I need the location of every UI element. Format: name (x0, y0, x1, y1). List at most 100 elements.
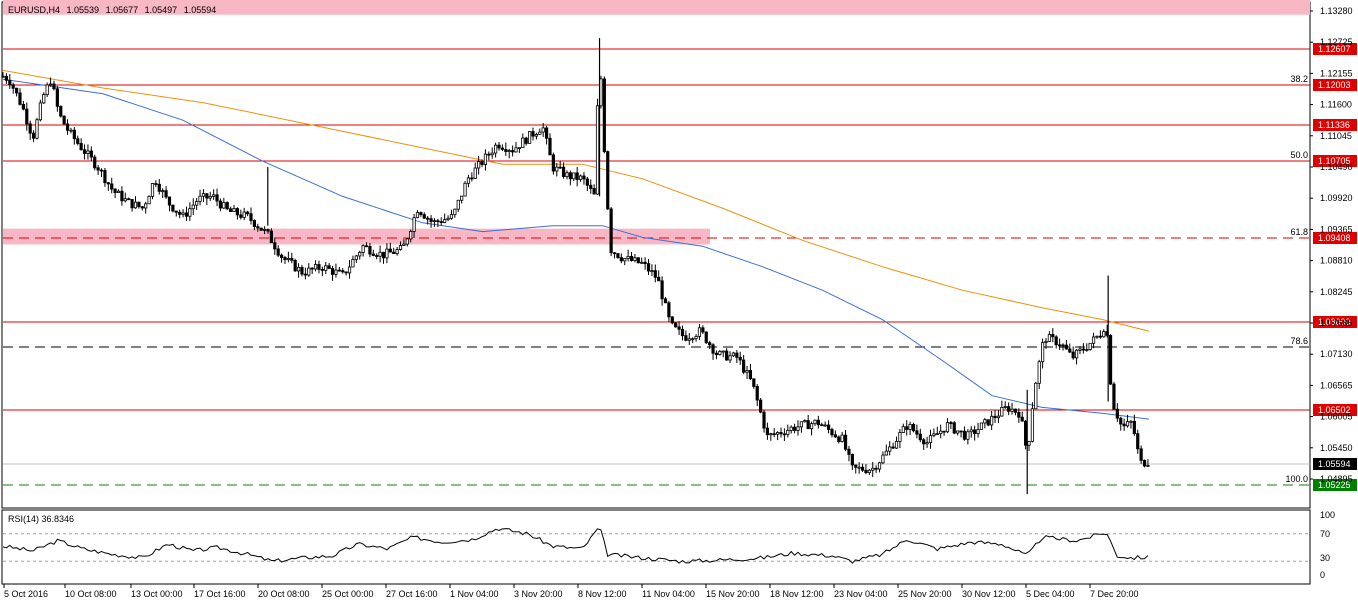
rsi-axis-label: 30 (1320, 553, 1330, 563)
candle-body (945, 422, 950, 433)
candle-body (789, 426, 793, 431)
candle-body (171, 204, 175, 212)
candle-body (568, 172, 572, 180)
candle-body (266, 229, 270, 232)
candle-body (313, 264, 318, 270)
candle-body (776, 432, 780, 435)
candle-body (249, 213, 253, 221)
candle-body (426, 217, 430, 220)
candle-body (375, 255, 379, 257)
candle-body (653, 270, 657, 278)
candle-body (269, 230, 273, 244)
candle-body (555, 166, 559, 172)
candle-body (215, 194, 219, 202)
time-tick-label: 25 Oct 00:00 (322, 589, 374, 599)
level-tag-bg-4 (1313, 232, 1357, 244)
candle-body (816, 419, 820, 426)
candle-body (235, 208, 240, 216)
candle-body (341, 270, 345, 273)
candle-body (578, 175, 583, 180)
candle-body (259, 227, 263, 231)
candle-body (636, 257, 640, 264)
moving-averages (2, 69, 1150, 420)
candle-body (973, 429, 977, 434)
candle-body (612, 252, 617, 255)
level-tag-bg-3 (1313, 155, 1357, 167)
candle-body (748, 370, 753, 380)
candle-body (592, 188, 596, 195)
candle-body (303, 273, 307, 276)
candle-body (388, 248, 392, 253)
candle-body (606, 151, 610, 210)
candle-body (463, 182, 467, 197)
candle-body (307, 267, 311, 276)
candle-body (1051, 334, 1055, 338)
candle-body (174, 210, 178, 213)
candle-body (439, 221, 443, 223)
time-tick-label: 7 Dec 20:00 (1090, 589, 1139, 599)
candle-body (843, 434, 848, 450)
candle-body (799, 421, 803, 428)
candle-body (962, 430, 967, 440)
candle-body (633, 257, 637, 261)
candle-body (911, 423, 916, 432)
symbol-timeframe: EURUSD,H4 (8, 5, 60, 15)
candle-body (79, 143, 83, 151)
candle-body (1041, 342, 1045, 363)
candle-body (300, 267, 304, 275)
candle-body (595, 105, 600, 195)
candle-body (677, 326, 681, 330)
main-pane[interactable] (1, 1, 1311, 509)
candle-body (31, 132, 36, 139)
candle-body (993, 415, 997, 419)
candle-body (792, 426, 797, 431)
candle-body (130, 199, 134, 209)
candle-body (616, 253, 620, 258)
candle-body (432, 220, 437, 223)
time-tick-label: 25 Nov 20:00 (898, 589, 952, 599)
candle-body (694, 335, 698, 340)
candle-body (1115, 408, 1119, 419)
candle-body (1037, 361, 1041, 384)
candle-body (1024, 420, 1028, 446)
candle-body (511, 150, 515, 153)
price-tick-label: 1.07130 (1320, 349, 1353, 359)
fib-label-6: 78.6 (1290, 336, 1308, 346)
level-tag-bg-0 (1313, 43, 1357, 55)
candle-body (429, 218, 433, 222)
candle-body (1098, 335, 1102, 338)
candle-body (395, 249, 399, 254)
candle-body (144, 203, 148, 209)
candle-body (477, 161, 481, 169)
candle-body (915, 430, 919, 435)
candle-body (629, 255, 634, 261)
candle-body (1030, 408, 1035, 442)
candle-body (453, 208, 457, 216)
candle-body (208, 195, 212, 199)
candle-body (256, 226, 260, 229)
candle-body (62, 115, 66, 125)
candle-body (1003, 406, 1007, 408)
candle-body (290, 258, 294, 261)
supply-demand-zones (3, 0, 1310, 245)
candle-body (222, 202, 226, 209)
candle-body (626, 255, 630, 259)
candle-body (765, 427, 770, 436)
candle-body (93, 156, 97, 169)
candle-body (398, 245, 403, 250)
candle-body (725, 350, 729, 361)
candle-body (133, 201, 138, 209)
candle-body (1139, 448, 1143, 461)
rsi-pane[interactable] (1, 509, 1311, 585)
candle-body (860, 466, 865, 471)
candle-body (38, 102, 42, 121)
candle-body (368, 245, 372, 255)
candle-body (195, 201, 199, 206)
time-tick-label: 30 Nov 12:00 (962, 589, 1016, 599)
horizontal-levels[interactable]: 1.12607 1.12003 38.2 1.11336 1.10705 50.0 1.09… (3, 43, 1357, 491)
candle-body (127, 198, 131, 201)
candle-body (986, 419, 990, 426)
candle-body (514, 147, 518, 153)
current-price-tag (1313, 458, 1357, 470)
